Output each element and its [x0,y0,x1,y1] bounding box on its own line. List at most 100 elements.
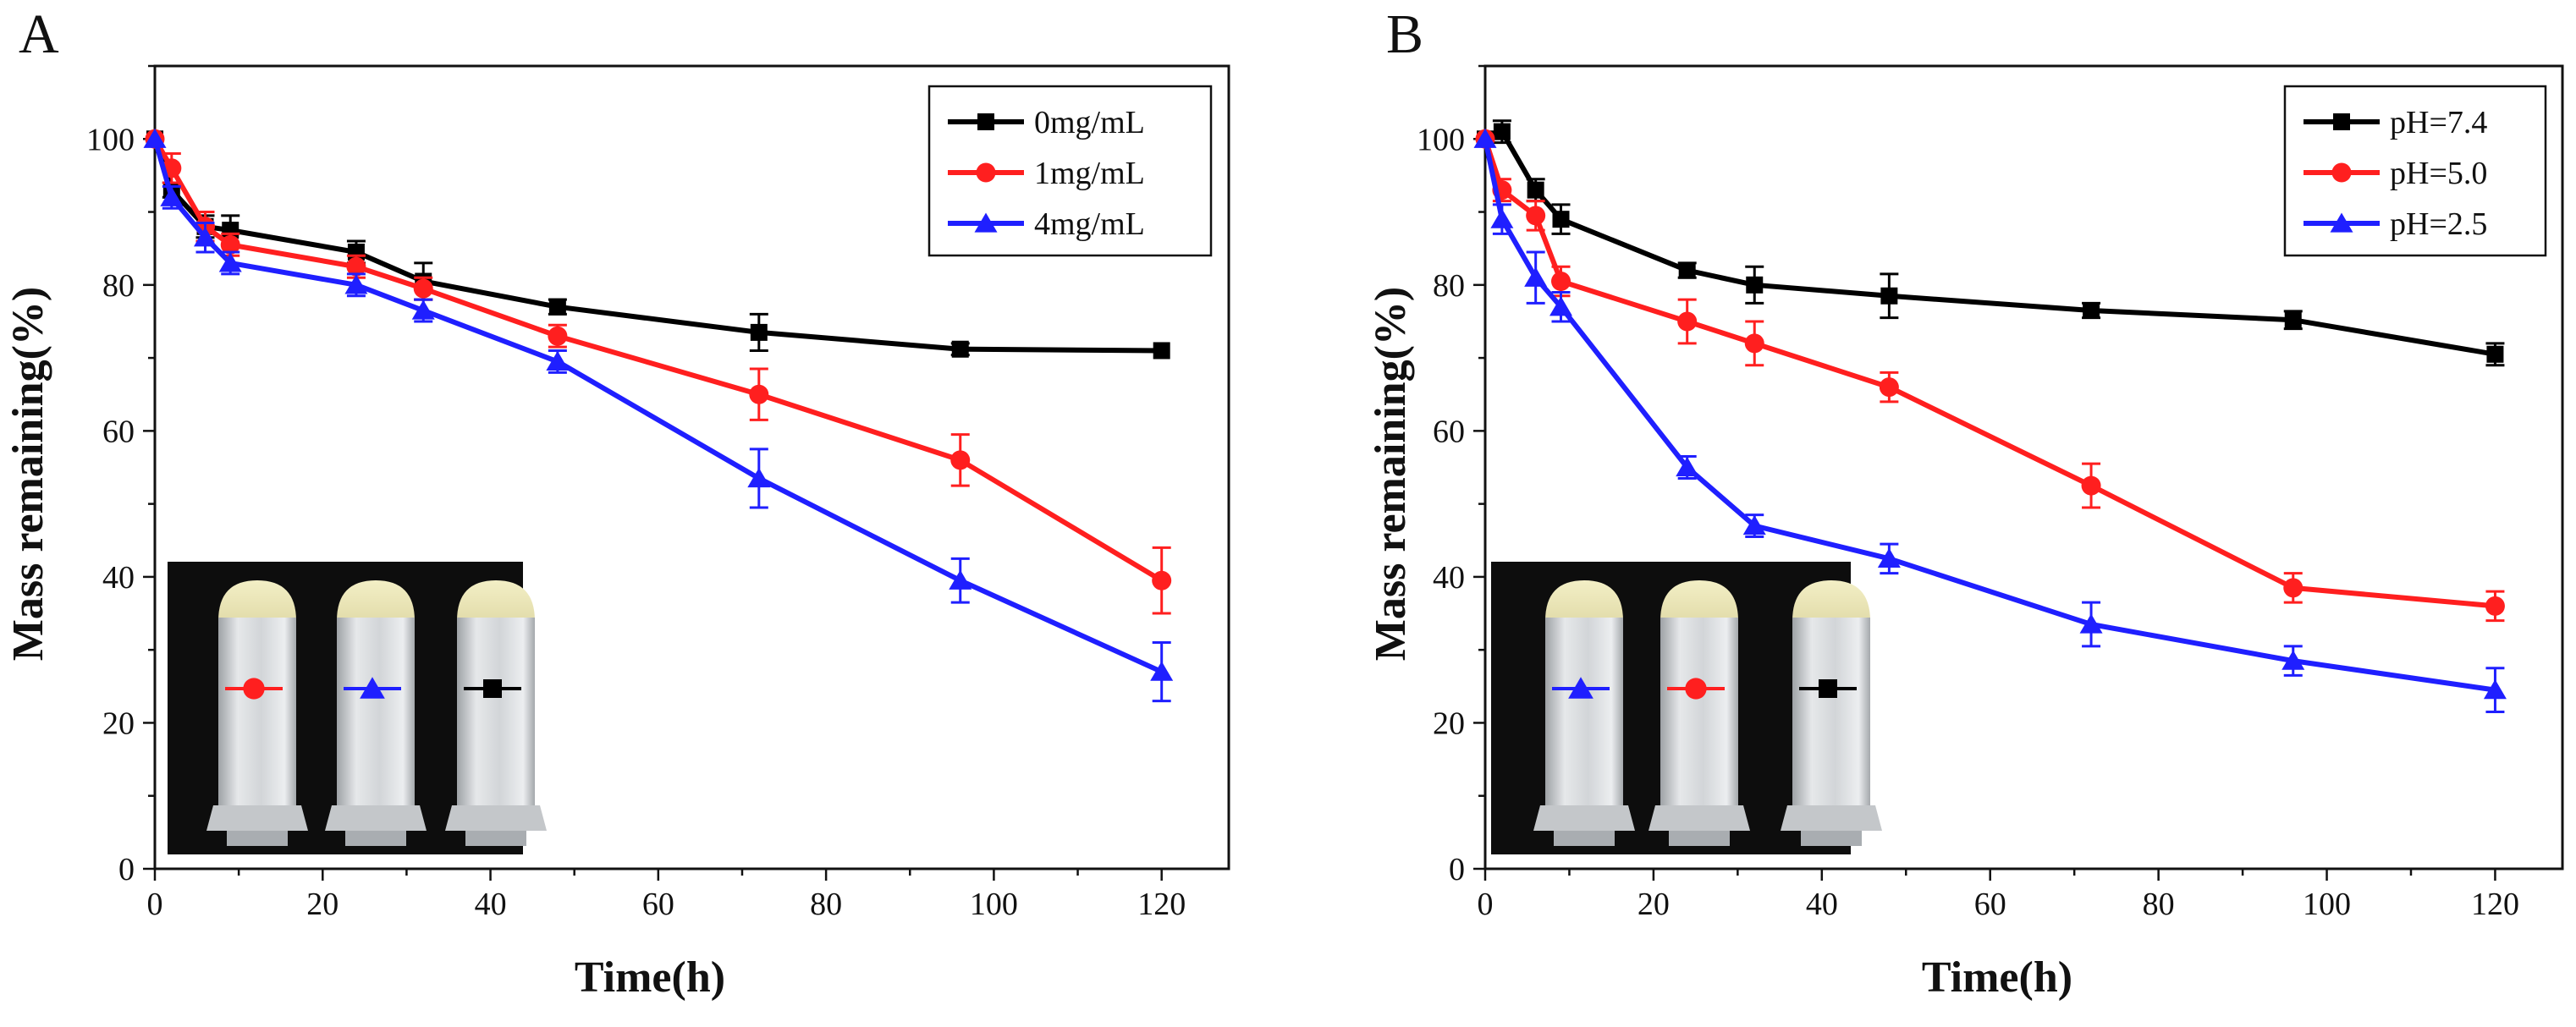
panel-b-series-line [1483,138,2496,609]
panel-b-plot-frame [1483,64,2564,870]
panel-b-inset-marker [1685,678,1707,700]
panel-a: A 0 20 40 60 80 100 120 0 20 40 60 80 100 0mg/mL 1mg/… [4,3,1230,1002]
panel-b-inset-tube-body [1792,618,1870,805]
panel-a-data-point [193,227,217,247]
panel-a-inset-marker [483,679,502,698]
panel-b-y-tick-label: 80 [1433,268,1465,304]
panel-b-data-point [1524,266,1548,287]
panel-b-data-point [1880,287,1898,305]
panel-a-data-point [143,128,167,148]
panel-b-letter: B [1386,3,1423,65]
panel-a-inset-marker [360,677,385,699]
panel-b-data-point [1742,515,1766,535]
panel-a-legend-label: 4mg/mL [1034,206,1145,242]
panel-a-data-point [220,234,240,255]
panel-b-y-tick-label: 60 [1433,414,1465,449]
panel-b-data-point [1493,123,1511,140]
panel-a-legend-swatch-marker [974,212,998,233]
panel-a-inset-tube-body [457,618,535,805]
panel-a-data-point [750,323,768,341]
panel-a-plot-frame [153,64,1230,870]
panel-b-x-tick-label: 0 [1478,887,1494,922]
panel-a-x-tick-label: 120 [1137,887,1186,922]
panel-b-legend: pH=7.4 pH=5.0 pH=2.5 [2283,85,2547,257]
panel-a-inset-tube-cap [457,580,535,621]
panel-b-inset-tube-skirt [1533,805,1635,831]
panel-a-data-point [950,450,971,470]
panel-b-data-point [1744,333,1764,354]
panel-b-x-tick-label: 60 [1974,887,2006,922]
panel-b-inset-tube-body [1660,618,1738,805]
panel-b-series-1 [1475,129,2505,623]
panel-a-x-axis-title: Time(h) [575,953,725,1002]
panel-b-inset-tube-base [1554,831,1615,846]
panel-a-x-tick-label: 60 [642,887,674,922]
panel-a-inset-tube [445,580,547,846]
panel-a-axes: 0 20 40 60 80 100 120 0 20 40 60 80 100 [86,64,1230,922]
panel-b-inset-tube-cap [1545,580,1623,621]
panel-a-inset-tube-cap [218,580,296,621]
panel-b-data-point [2083,302,2100,320]
panel-b-axes: 0 20 40 60 80 100 120 0 20 40 60 80 100 [1417,64,2564,922]
panel-b-legend-label: pH=2.5 [2390,206,2487,242]
panel-b-data-point [2483,679,2507,700]
panel-a-inset-tube-skirt [206,805,308,831]
panel-b-data-point [1526,206,1546,226]
panel-a-data-point [218,252,242,272]
panel-b-inset-tube-skirt [1781,805,1882,831]
panel-b-series-0 [1477,119,2505,367]
panel-b-data-point [1678,261,1696,279]
panel-b-y-tick-label: 20 [1433,706,1465,741]
panel-b-inset-photo [1491,562,1882,854]
panel-a-data-point [749,384,769,404]
panel-b-data-point [2284,311,2302,329]
panel-b-series-2 [1473,128,2507,714]
panel-b-inset-tube-skirt [1649,805,1750,831]
panel-a-data-point [747,467,771,488]
panel-a-y-tick-label: 80 [102,268,135,304]
panel-a-series-2 [143,128,1174,703]
panel-b-data-point [2283,578,2304,598]
panel-b-inset-marker [1819,679,1837,698]
panel-b-data-point [1879,377,1899,398]
panel-a-data-point [1150,661,1174,681]
panel-a-x-tick-label: 100 [970,887,1018,922]
panel-a-data-point [951,340,969,358]
panel-a-inset-tube-skirt [325,805,427,831]
panel-b-inset-tube-body [1545,618,1623,805]
panel-a-series-line [152,138,1162,354]
panel-b-series-line [1483,129,2496,357]
panel-a-y-tick-label: 100 [86,122,135,157]
panel-a-legend-swatch-marker [976,162,996,183]
panel-a-data-point [548,326,568,346]
panel-b-legend-label: pH=7.4 [2390,105,2487,140]
panel-b-y-axis-title: Mass remaining(%) [1367,287,1415,661]
panel-a-data-point [949,569,972,590]
panel-b-x-tick-label: 80 [2143,887,2175,922]
panel-a-data-point [413,278,433,299]
panel-a-data-point [411,299,435,320]
panel-a-inset-tube [206,580,308,846]
panel-a-inset-tube-body [218,618,296,805]
panel-a-inset-tube-skirt [445,805,547,831]
panel-b-data-point [2282,650,2305,670]
panel-a-y-tick-label: 60 [102,414,135,449]
panel-b-inset-tube-cap [1792,580,1870,621]
panel-b-x-axis-title: Time(h) [1922,953,2072,1002]
panel-b-y-tick-label: 0 [1449,852,1465,887]
panel-b-inset-tube-base [1669,831,1730,846]
panel-a-letter: A [19,3,59,65]
panel-b-inset-tube [1781,580,1882,846]
panel-b-data-point [1473,128,1497,148]
panel-a-legend-swatch-marker [977,113,994,130]
panel-a-legend-label: 1mg/mL [1034,156,1145,191]
panel-a-inset-tube-base [345,831,406,846]
panel-b-data-point [1551,272,1571,292]
panel-a-inset-tube-body [337,618,415,805]
panel-b-legend-swatch-marker [2330,212,2353,233]
panel-a-legend-label: 0mg/mL [1034,105,1145,140]
panel-b-x-tick-label: 120 [2471,887,2519,922]
panel-a-series-line [152,137,1164,583]
panel-a-x-tick-label: 20 [306,887,339,922]
panel-a-data-point [546,350,570,371]
